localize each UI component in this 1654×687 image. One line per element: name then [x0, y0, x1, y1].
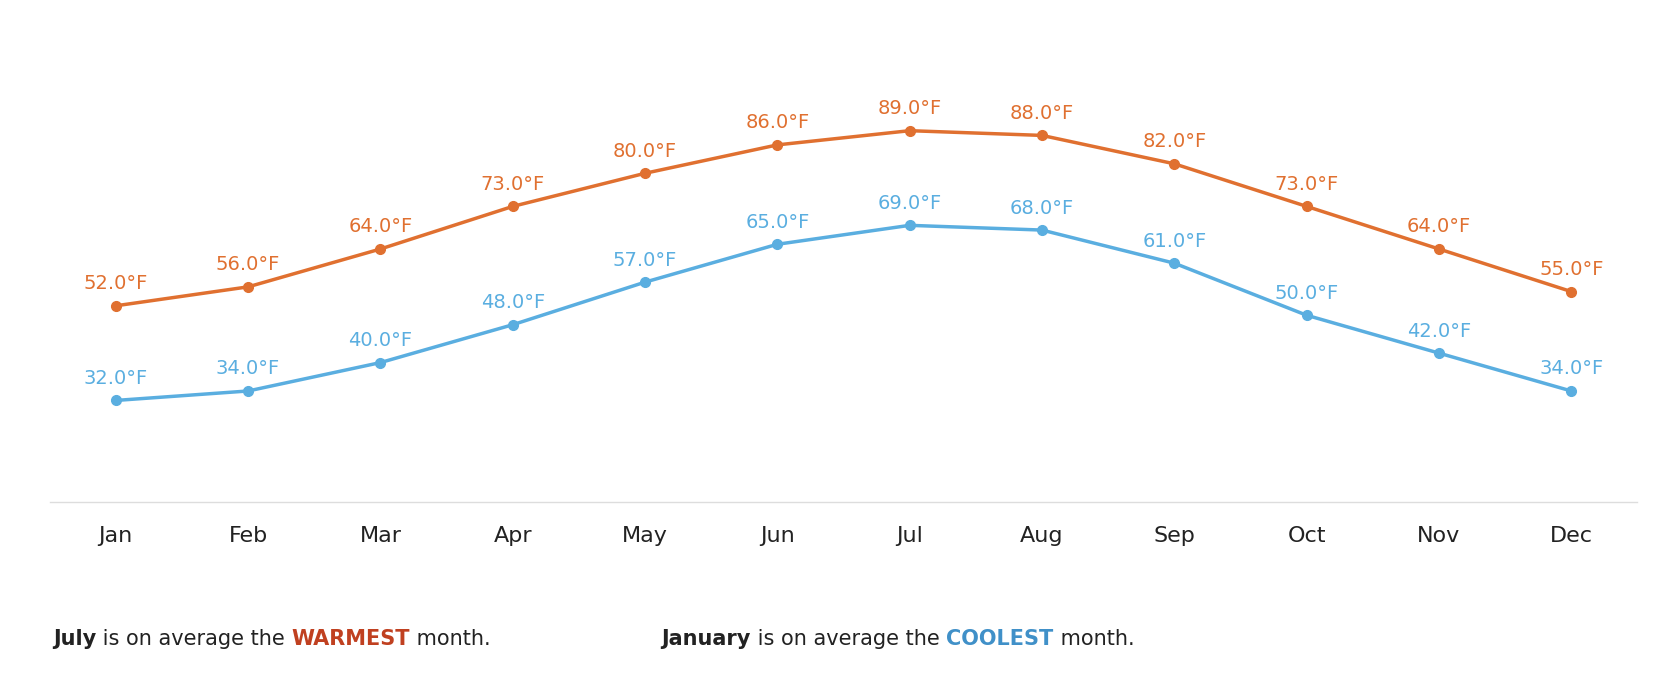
Text: 86.0°F: 86.0°F	[746, 113, 809, 133]
Text: month.: month.	[410, 629, 491, 649]
Text: 32.0°F: 32.0°F	[84, 369, 147, 388]
Text: 89.0°F: 89.0°F	[878, 99, 941, 118]
Text: Jun: Jun	[759, 526, 796, 546]
Text: Dec: Dec	[1550, 526, 1593, 546]
Text: Mar: Mar	[359, 526, 402, 546]
Text: 42.0°F: 42.0°F	[1408, 322, 1470, 341]
Text: 64.0°F: 64.0°F	[349, 218, 412, 236]
Text: 61.0°F: 61.0°F	[1143, 232, 1206, 251]
Text: 69.0°F: 69.0°F	[878, 194, 941, 213]
Text: 52.0°F: 52.0°F	[84, 274, 147, 293]
Text: Oct: Oct	[1287, 526, 1327, 546]
Text: 73.0°F: 73.0°F	[481, 175, 544, 194]
Text: 80.0°F: 80.0°F	[614, 142, 676, 161]
Text: month.: month.	[1054, 629, 1135, 649]
Text: 56.0°F: 56.0°F	[217, 256, 280, 274]
Text: COOLEST: COOLEST	[946, 629, 1054, 649]
Text: 50.0°F: 50.0°F	[1275, 284, 1338, 303]
Text: 55.0°F: 55.0°F	[1540, 260, 1603, 279]
Text: 65.0°F: 65.0°F	[746, 213, 809, 232]
Text: January: January	[662, 629, 751, 649]
Text: Feb: Feb	[228, 526, 268, 546]
Text: 73.0°F: 73.0°F	[1275, 175, 1338, 194]
Text: 48.0°F: 48.0°F	[481, 293, 544, 312]
Text: 57.0°F: 57.0°F	[614, 251, 676, 269]
Text: 34.0°F: 34.0°F	[217, 359, 280, 379]
Text: 34.0°F: 34.0°F	[1540, 359, 1603, 379]
Text: Jul: Jul	[896, 526, 923, 546]
Text: 40.0°F: 40.0°F	[349, 331, 412, 350]
Text: Jan: Jan	[99, 526, 132, 546]
Text: Aug: Aug	[1021, 526, 1064, 546]
Text: July: July	[53, 629, 96, 649]
Text: 88.0°F: 88.0°F	[1011, 104, 1073, 123]
Text: is on average the: is on average the	[751, 629, 946, 649]
Text: May: May	[622, 526, 668, 546]
Text: 68.0°F: 68.0°F	[1011, 199, 1073, 218]
Text: WARMEST: WARMEST	[291, 629, 410, 649]
Text: 82.0°F: 82.0°F	[1143, 133, 1206, 151]
Text: is on average the: is on average the	[96, 629, 291, 649]
Text: 64.0°F: 64.0°F	[1408, 218, 1470, 236]
Text: Apr: Apr	[493, 526, 533, 546]
Text: Sep: Sep	[1153, 526, 1196, 546]
Text: Nov: Nov	[1417, 526, 1460, 546]
